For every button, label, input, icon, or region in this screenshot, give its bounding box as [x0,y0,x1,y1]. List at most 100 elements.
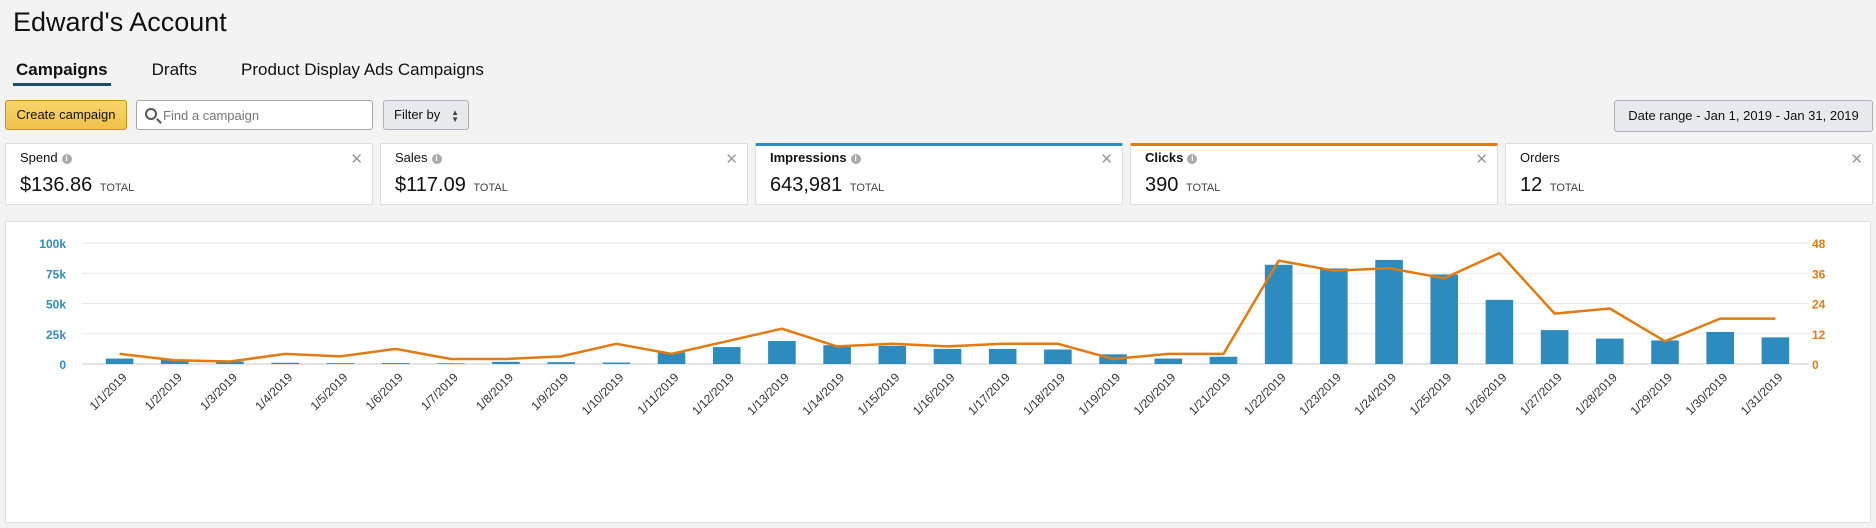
impressions-bar [381,363,410,364]
impressions-bar [271,362,299,364]
metric-value: $117.09 [395,174,466,196]
info-icon[interactable]: i [61,154,72,164]
x-tick-label: 1/19/2019 [1076,370,1124,418]
impressions-bar [1430,274,1459,364]
metric-label: Impressions [770,150,847,165]
metric-label: Clicks [1145,150,1184,165]
impressions-bar [878,345,907,364]
metric-value: $136.86 [20,174,93,196]
tab-product-display-ads[interactable]: Product Display Ads Campaigns [240,60,484,79]
x-tick-label: 1/11/2019 [635,370,682,417]
y-left-tick: 25k [46,328,66,342]
info-icon[interactable]: i [431,154,442,164]
impressions-bar [1706,331,1735,364]
close-icon[interactable]: ✕ [725,151,738,168]
y-right-tick: 36 [1812,267,1826,281]
x-tick-label: 1/14/2019 [800,370,848,418]
x-tick-label: 1/22/2019 [1241,370,1289,418]
page-title: Edward's Account [13,7,227,37]
search-box[interactable] [136,100,373,130]
x-tick-label: 1/26/2019 [1462,370,1510,418]
metric-card-clicks[interactable]: Clicks i ✕ 390 TOTAL [1130,143,1498,205]
search-icon [145,108,157,120]
info-icon[interactable]: i [850,154,861,164]
x-tick-label: 1/7/2019 [418,370,461,413]
impressions-bar [492,361,520,364]
metric-card-orders[interactable]: Orders ✕ 12 TOTAL [1505,143,1873,205]
metric-card-sales[interactable]: Sales i ✕ $117.09 TOTAL [380,143,748,205]
x-tick-label: 1/3/2019 [197,370,240,413]
impressions-bar [602,362,631,364]
x-tick-label: 1/30/2019 [1683,370,1731,418]
filter-by-button[interactable]: Filter by ▲ ▼ [383,100,469,130]
impressions-bar [1596,338,1624,364]
impressions-bar [768,341,796,364]
y-left-tick: 0 [59,358,66,372]
impressions-bar [547,362,575,364]
metric-suffix: TOTAL [1549,182,1585,194]
metric-suffix: TOTAL [849,182,885,194]
x-tick-label: 1/13/2019 [744,370,792,418]
impressions-bar [823,345,851,364]
impressions-bar [105,358,134,364]
x-tick-label: 1/4/2019 [252,370,295,413]
y-right-tick: 48 [1812,237,1826,251]
impressions-bar [1044,349,1072,364]
close-icon[interactable]: ✕ [1475,151,1488,168]
x-tick-label: 1/15/2019 [855,370,903,418]
x-tick-label: 1/8/2019 [473,370,516,413]
impressions-bar [1540,330,1569,364]
y-right-tick: 12 [1812,328,1826,342]
metric-label: Spend [20,150,58,165]
x-tick-label: 1/17/2019 [965,370,1013,418]
x-tick-label: 1/12/2019 [689,370,737,418]
metric-card-impressions[interactable]: Impressions i ✕ 643,981 TOTAL [755,143,1123,205]
x-tick-label: 1/16/2019 [910,370,958,418]
search-input[interactable] [163,105,363,125]
x-tick-label: 1/27/2019 [1517,370,1565,418]
impressions-bar [216,361,244,364]
close-icon[interactable]: ✕ [1100,151,1113,168]
metric-suffix: TOTAL [473,182,508,194]
impressions-bar [1209,356,1238,364]
impressions-bar [1761,337,1790,364]
metric-suffix: TOTAL [99,182,135,194]
x-tick-label: 1/24/2019 [1352,370,1400,418]
clicks-line [119,251,1776,363]
x-tick-label: 1/28/2019 [1572,370,1620,418]
x-tick-label: 1/20/2019 [1131,370,1179,418]
impressions-bar [1375,259,1403,364]
metric-label: Orders [1520,150,1560,165]
impressions-bar [1264,264,1293,364]
y-left-tick: 50k [46,298,66,312]
sort-caret-icon: ▲ ▼ [451,108,459,124]
x-tick-label: 1/9/2019 [528,370,571,413]
performance-chart: 0 0 25k 12 50k 24 75k 36 100k 48 1/1/2019 1/2/2019 1… [39,237,1826,418]
tab-drafts[interactable]: Drafts [151,60,197,79]
tab-campaigns[interactable]: Campaigns [13,60,111,86]
date-range-button[interactable]: Date range - Jan 1, 2019 - Jan 31, 2019 [1614,100,1873,132]
chart-panel: 0 0 25k 12 50k 24 75k 36 100k 48 1/1/2019 1/2/2019 1… [5,221,1871,523]
y-left-tick: 100k [39,237,66,251]
impressions-bar [712,347,741,364]
metric-card-spend[interactable]: Spend i ✕ $136.86 TOTAL [5,143,373,205]
impressions-bar [1651,340,1679,364]
impressions-bar [1320,268,1348,364]
x-tick-label: 1/21/2019 [1186,370,1234,418]
impressions-bar [1154,358,1183,364]
x-tick-label: 1/6/2019 [363,370,406,413]
y-right-tick: 0 [1812,358,1819,372]
x-tick-label: 1/23/2019 [1296,370,1344,418]
y-right-tick: 24 [1812,298,1826,312]
create-campaign-button[interactable]: Create campaign [5,100,127,130]
close-icon[interactable]: ✕ [1850,151,1863,168]
metric-suffix: TOTAL [1185,182,1221,194]
x-tick-label: 1/10/2019 [579,370,627,418]
x-tick-label: 1/29/2019 [1627,370,1675,418]
info-icon[interactable]: i [1187,154,1198,164]
metric-value: 643,981 [770,174,843,196]
x-tick-label: 1/5/2019 [308,370,351,413]
close-icon[interactable]: ✕ [350,151,363,168]
impressions-bar [160,359,189,364]
metric-label: Sales [395,150,428,165]
